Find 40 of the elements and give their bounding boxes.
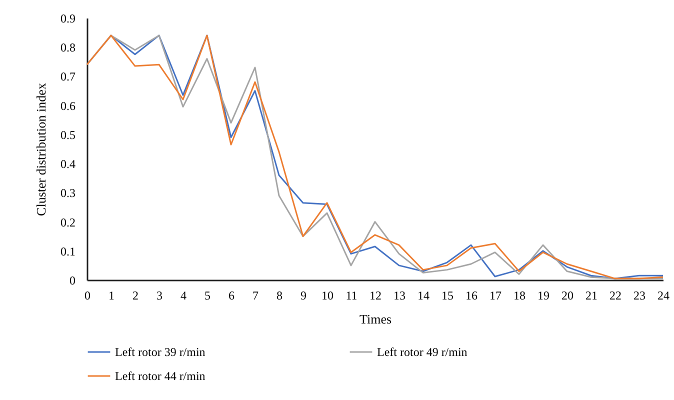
x-tick-label: 3	[156, 288, 162, 302]
y-tick-label: 0	[70, 274, 76, 288]
y-tick-label: 0.3	[60, 186, 76, 200]
x-tick-label: 7	[252, 288, 258, 302]
x-tick-label: 18	[514, 288, 526, 302]
x-tick-label: 0	[84, 288, 90, 302]
y-tick-label: 0.4	[60, 157, 76, 172]
y-tick-label: 0.6	[60, 98, 76, 113]
y-axis-title: Cluster distribution index	[34, 82, 48, 216]
y-tick-label: 0.9	[60, 12, 76, 26]
x-tick-label: 4	[180, 288, 186, 302]
x-tick-label: 12	[370, 288, 382, 302]
x-tick-label: 13	[394, 288, 406, 302]
x-tick-label: 2	[132, 288, 138, 302]
y-tick-label: 0.7	[60, 70, 76, 84]
x-tick-label: 11	[346, 288, 358, 302]
x-axis-title: Times	[359, 312, 392, 326]
x-tick-label: 19	[538, 288, 550, 302]
x-tick-label: 9	[300, 288, 306, 302]
x-tick-label: 24	[658, 288, 670, 302]
y-tick-label: 0.5	[60, 128, 76, 142]
legend-label: Left rotor 39 r/min	[115, 345, 206, 359]
y-tick-label: 0.2	[60, 215, 76, 230]
x-tick-label: 16	[466, 288, 478, 302]
x-tick-label: 1	[108, 288, 114, 302]
x-tick-label: 5	[204, 288, 210, 302]
x-tick-label: 23	[634, 288, 646, 302]
legend-label: Left rotor 49 r/min	[377, 345, 468, 359]
x-tick-label: 10	[322, 288, 334, 302]
x-tick-label: 6	[228, 288, 234, 302]
y-tick-label: 0.8	[60, 40, 76, 55]
y-tick-label: 0.1	[60, 244, 76, 258]
x-tick-label: 22	[610, 288, 622, 302]
x-tick-label: 21	[586, 288, 598, 302]
x-tick-label: 17	[490, 288, 502, 302]
x-tick-label: 8	[276, 288, 282, 302]
x-tick-label: 15	[442, 288, 454, 302]
x-tick-label: 20	[562, 288, 574, 302]
legend-label: Left rotor 44 r/min	[115, 369, 206, 383]
x-tick-label: 14	[418, 288, 430, 302]
